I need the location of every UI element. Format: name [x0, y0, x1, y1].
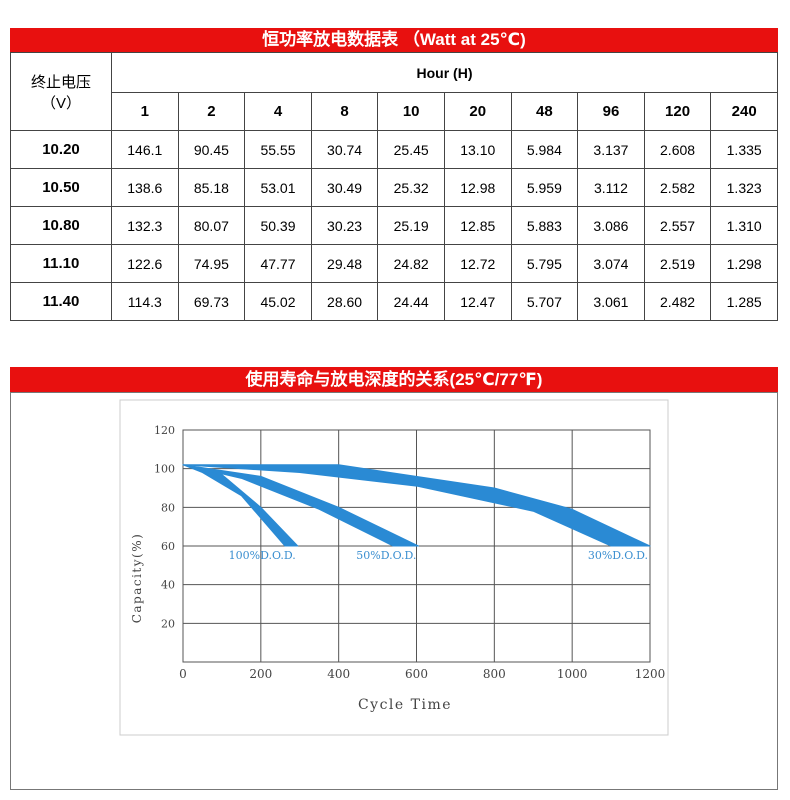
x-tick-label: 600: [405, 667, 428, 681]
voltage-cell: 11.10: [10, 244, 112, 283]
series-label: 30%D.O.D.: [588, 549, 648, 562]
value-cell: 5.795: [510, 244, 579, 283]
hour-cell: 1: [111, 92, 179, 131]
value-cell: 30.23: [310, 206, 379, 245]
capacity-band: [182, 464, 651, 547]
value-cell: 25.45: [377, 130, 445, 169]
chart-title: 使用寿命与放电深度的关系(25℃/77℉): [10, 367, 778, 392]
value-cell: 25.19: [377, 206, 445, 245]
hour-cell: 2: [177, 92, 246, 131]
x-tick-label: 200: [249, 667, 272, 681]
value-cell: 5.959: [510, 168, 579, 207]
y-axis-label: Capacity(%): [130, 533, 144, 624]
y-tick-label: 80: [161, 501, 175, 514]
value-cell: 12.72: [443, 244, 512, 283]
value-cell: 85.18: [177, 168, 246, 207]
value-cell: 53.01: [244, 168, 312, 207]
value-cell: 3.061: [577, 282, 645, 321]
chart-frame: [119, 399, 669, 736]
y-tick-label: 20: [161, 617, 175, 630]
table-title: 恒功率放电数据表 （Watt at 25℃): [10, 28, 778, 52]
hours-row: 1 2 4 8 10 20 48 96 120 240: [11, 92, 778, 131]
voltage-cell: 10.80: [10, 206, 112, 245]
x-tick-label: 1200: [635, 667, 666, 681]
value-cell: 2.608: [643, 130, 712, 169]
x-tick-label: 0: [179, 667, 187, 681]
value-cell: 3.137: [577, 130, 645, 169]
value-cell: 69.73: [177, 282, 246, 321]
value-cell: 1.323: [710, 168, 778, 207]
value-cell: 1.310: [710, 206, 778, 245]
value-cell: 28.60: [310, 282, 379, 321]
data-row: 11.40 114.3 69.73 45.02 28.60 24.44 12.47 5.707…: [10, 282, 778, 321]
data-row: 10.50 138.6 85.18 53.01 30.49 25.32 12.98 5.959…: [10, 168, 778, 207]
x-axis-label: Cycle Time: [358, 697, 452, 713]
y-tick-label: 100: [154, 463, 175, 476]
y-tick-label: 60: [161, 540, 175, 553]
hour-cell: 120: [643, 92, 712, 131]
capacity-band: [182, 464, 419, 547]
value-cell: 25.32: [377, 168, 445, 207]
chart-box: [10, 392, 778, 790]
x-tick-label: 1000: [557, 667, 588, 681]
value-cell: 74.95: [177, 244, 246, 283]
data-row: 10.20 146.1 90.45 55.55 30.74 25.45 13.10 5.984…: [10, 130, 778, 169]
hour-cell: 96: [577, 92, 645, 131]
value-cell: 132.3: [111, 206, 179, 245]
value-cell: 50.39: [244, 206, 312, 245]
value-cell: 12.85: [443, 206, 512, 245]
value-cell: 29.48: [310, 244, 379, 283]
hour-cell: 8: [310, 92, 379, 131]
data-table: 终止电压 （V） Hour (H) 1 2 4 8 10 20 48 96 120 240 10.20 14…: [10, 52, 778, 321]
value-cell: 80.07: [177, 206, 246, 245]
voltage-cell: 10.50: [10, 168, 112, 207]
hour-cell: 240: [710, 92, 778, 131]
hour-cell: 4: [244, 92, 312, 131]
value-cell: 3.074: [577, 244, 645, 283]
value-cell: 2.582: [643, 168, 712, 207]
y-tick-label: 120: [154, 424, 175, 437]
x-tick-label: 400: [327, 667, 350, 681]
voltage-cell: 10.20: [10, 130, 112, 169]
voltage-header-line: 终止电压: [30, 73, 91, 91]
value-cell: 30.49: [310, 168, 379, 207]
voltage-header-line: （V）: [40, 94, 81, 112]
value-cell: 1.285: [710, 282, 778, 321]
header-row: 终止电压 （V） Hour (H): [10, 52, 778, 131]
value-cell: 24.44: [377, 282, 445, 321]
value-cell: 146.1: [111, 130, 179, 169]
value-cell: 90.45: [177, 130, 246, 169]
data-row: 11.10 122.6 74.95 47.77 29.48 24.82 12.72 5.795…: [10, 244, 778, 283]
capacity-band: [182, 464, 299, 547]
x-tick-label: 800: [483, 667, 506, 681]
series-label: 50%D.O.D.: [356, 549, 416, 562]
value-cell: 45.02: [244, 282, 312, 321]
value-cell: 2.482: [643, 282, 712, 321]
series-label: 100%D.O.D.: [229, 549, 296, 562]
y-tick-label: 40: [161, 579, 175, 592]
hour-cell: 20: [443, 92, 512, 131]
voltage-cell: 11.40: [10, 282, 112, 321]
